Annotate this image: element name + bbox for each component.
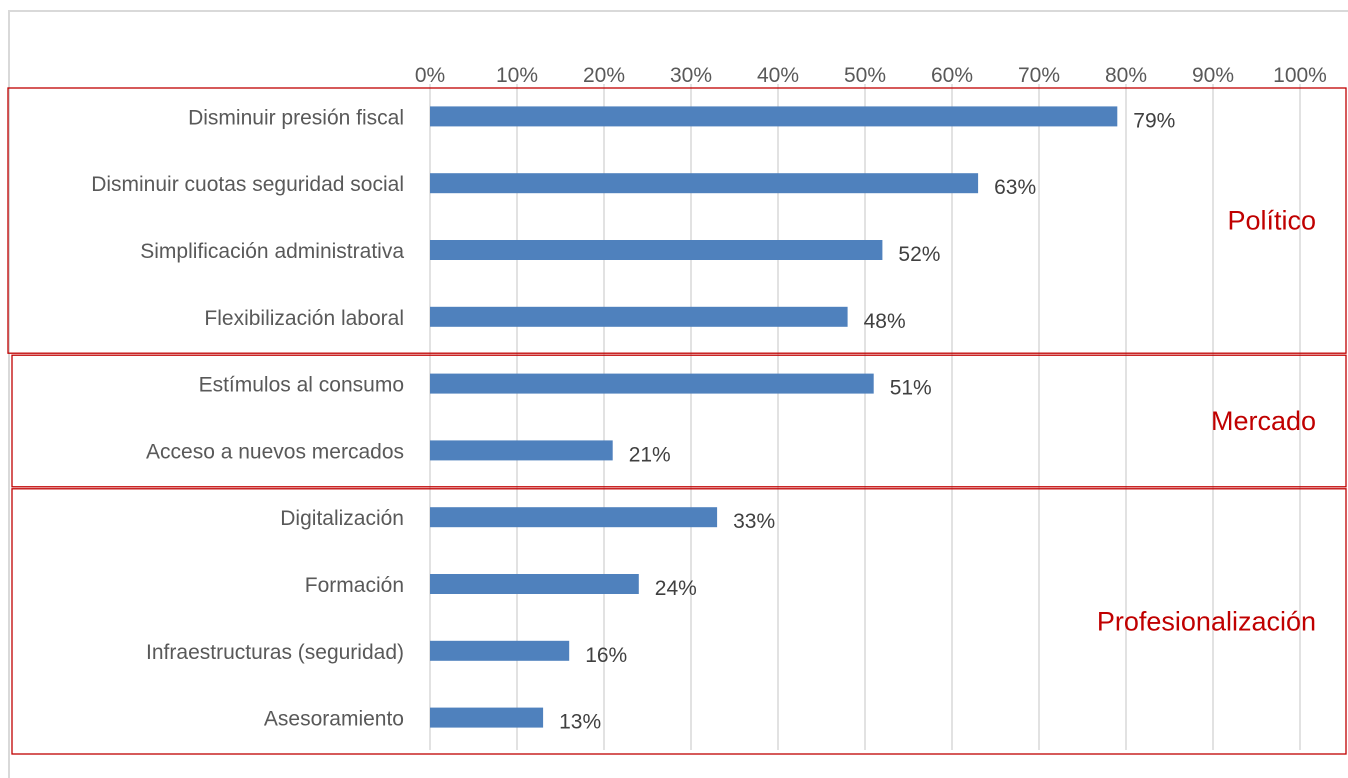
group-label: Político (1227, 206, 1316, 236)
bar (430, 106, 1118, 127)
bar (430, 440, 613, 461)
category-label: Digitalización (280, 507, 404, 530)
category-label: Simplificación administrativa (140, 240, 404, 263)
category-label: Estímulos al consumo (199, 374, 404, 397)
x-tick-label: 50% (844, 64, 886, 87)
chart-frame (8, 10, 1348, 778)
data-label: 52% (898, 243, 940, 266)
x-tick-label: 70% (1018, 64, 1060, 87)
data-label: 63% (994, 176, 1036, 199)
data-label: 13% (559, 711, 601, 734)
group-label: Mercado (1211, 406, 1316, 436)
category-label: Disminuir presión fiscal (188, 106, 404, 129)
bar (430, 640, 570, 661)
data-label: 16% (585, 644, 627, 667)
category-label: Disminuir cuotas seguridad social (91, 173, 404, 196)
x-tick-label: 80% (1105, 64, 1147, 87)
group-label: Profesionalización (1097, 606, 1316, 636)
x-tick-label: 10% (496, 64, 538, 87)
bar (430, 240, 883, 260)
x-tick-label: 60% (931, 64, 973, 87)
x-tick-label: 20% (583, 64, 625, 87)
bar (430, 306, 848, 327)
category-label: Formación (305, 574, 404, 597)
data-label: 21% (629, 443, 671, 466)
category-label: Infraestructuras (seguridad) (146, 641, 404, 664)
data-label: 33% (733, 510, 775, 533)
bar (430, 574, 639, 594)
bar (430, 173, 979, 194)
group-box (11, 354, 1347, 488)
group-box (7, 87, 1347, 354)
x-tick-label: 30% (670, 64, 712, 87)
category-label: Flexibilización laboral (204, 307, 404, 330)
x-tick-label: 90% (1192, 64, 1234, 87)
data-label: 48% (864, 310, 906, 333)
x-tick-label: 0% (415, 64, 445, 87)
bar (430, 507, 718, 528)
data-label: 24% (655, 577, 697, 600)
group-box (11, 488, 1347, 755)
bar (430, 373, 874, 394)
data-label: 51% (890, 377, 932, 400)
category-label: Acceso a nuevos mercados (146, 440, 404, 463)
x-tick-label: 40% (757, 64, 799, 87)
data-label: 79% (1133, 109, 1175, 132)
bar (430, 707, 544, 728)
category-label: Asesoramiento (264, 708, 404, 731)
x-tick-label: 100% (1273, 64, 1327, 87)
